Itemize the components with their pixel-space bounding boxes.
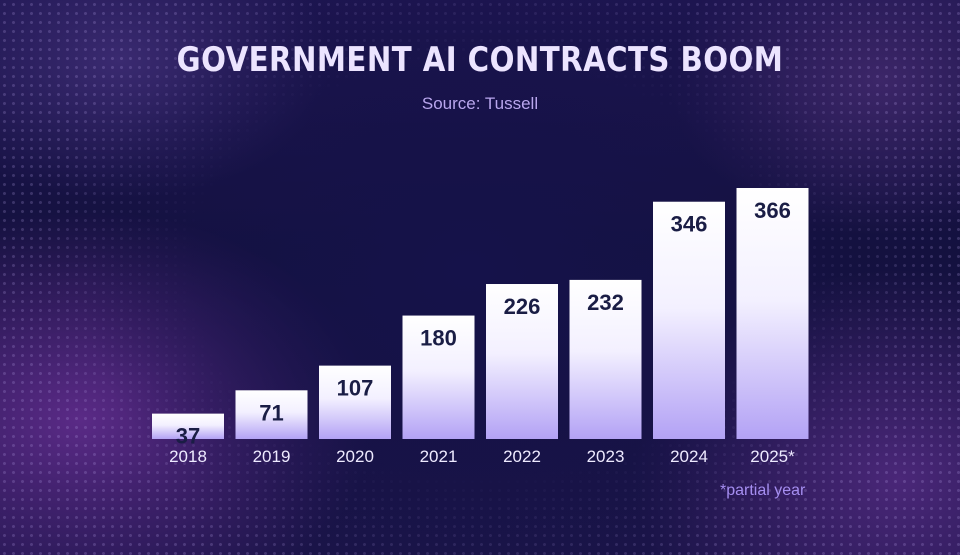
x-tick-label: 2024 <box>670 447 708 466</box>
bar-value-label: 107 <box>337 376 374 401</box>
partial-year-footnote: *partial year <box>720 482 806 499</box>
x-tick-label: 2020 <box>336 447 374 466</box>
bar-2024 <box>653 201 725 439</box>
bar-2018 <box>152 413 224 439</box>
bar-value-label: 346 <box>671 212 708 237</box>
bar-2023 <box>569 279 642 439</box>
bar-value-label: 37 <box>176 424 200 449</box>
chart-title: GOVERNMENT AI CONTRACTS BOOM <box>176 40 784 80</box>
bar-2021 <box>402 315 475 439</box>
x-tick-label: 2018 <box>169 447 207 466</box>
bar-value-label: 180 <box>420 326 457 351</box>
bar-2020 <box>319 365 391 439</box>
chart-source: Source: Tussell <box>421 94 539 113</box>
x-tick-label: 2022 <box>503 447 541 466</box>
x-tick-label: 2021 <box>420 447 458 466</box>
bar-value-label: 71 <box>259 400 283 425</box>
x-tick-label: 2023 <box>587 447 625 466</box>
bar-value-label: 232 <box>587 290 624 315</box>
bar-2022 <box>486 284 558 439</box>
bar-2019 <box>235 390 308 439</box>
bar-value-label: 226 <box>504 294 541 319</box>
x-tick-label: 2025* <box>750 447 795 466</box>
bar-2025* <box>736 188 809 439</box>
bar-value-label: 366 <box>754 198 791 223</box>
x-tick-label: 2019 <box>253 447 291 466</box>
